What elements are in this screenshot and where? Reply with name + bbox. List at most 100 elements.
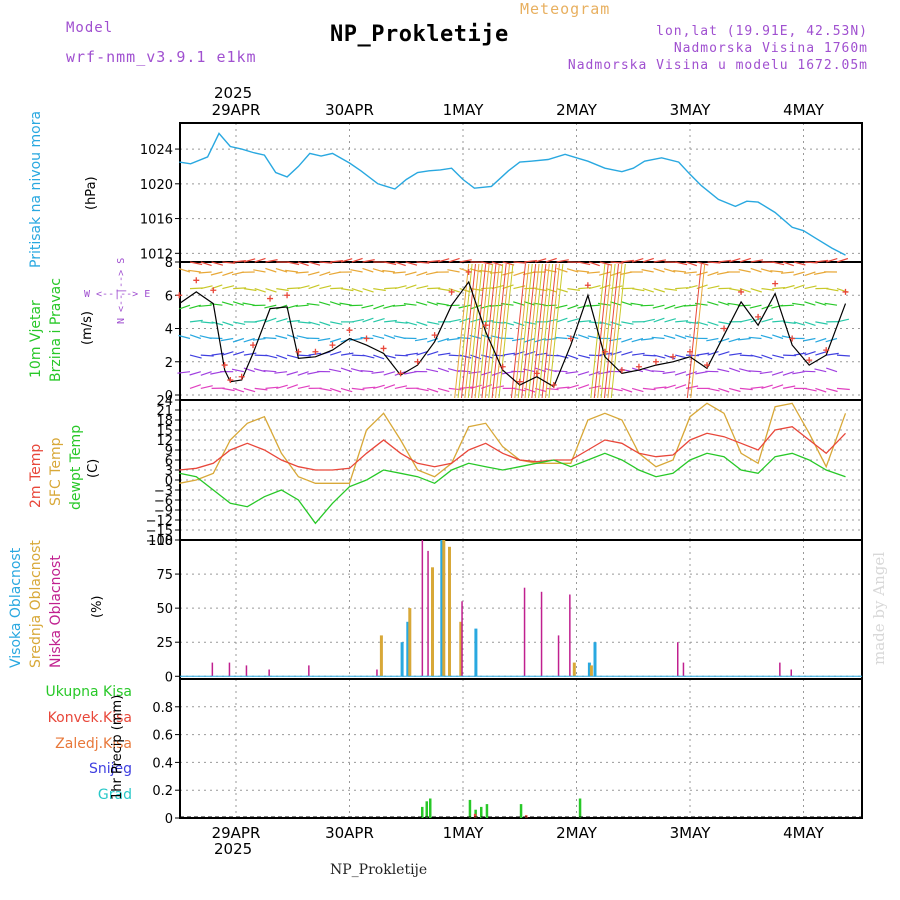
- cloud-bar: [779, 662, 781, 677]
- wind-arrow: [297, 285, 310, 290]
- wind-arrow: [815, 301, 827, 306]
- wind-gust-marker: [312, 348, 319, 355]
- wind-arrow: [804, 351, 816, 356]
- wind-gust-marker: [567, 335, 574, 342]
- wind-arrow: [392, 304, 406, 307]
- wind-arrow: [362, 317, 374, 323]
- cloud-bar: [406, 621, 410, 677]
- wind-arrow: [534, 288, 548, 292]
- wind-arrow: [340, 387, 353, 393]
- cloud-bar: [268, 669, 270, 677]
- cloud-bar: [677, 642, 679, 677]
- wind-gust-marker: [431, 332, 438, 339]
- wind-arrow: [556, 259, 569, 263]
- date-label-top: 4MAY: [783, 101, 825, 119]
- wind-arrow: [426, 301, 439, 306]
- wind-arrow: [437, 337, 449, 343]
- wind-arrow: [836, 387, 850, 391]
- panel-temperature: [175, 399, 863, 541]
- cloud-bar: [682, 662, 685, 677]
- wind-arrow: [275, 268, 288, 273]
- wind-arrow: [373, 354, 385, 360]
- wind-arrow: [404, 271, 417, 276]
- y-tick-label: −15: [146, 524, 173, 539]
- wind-arrow: [491, 261, 503, 267]
- wind-arrow: [275, 334, 288, 340]
- wind-arrow: [707, 271, 719, 277]
- wind-arrow: [707, 285, 720, 290]
- wind-arrow: [427, 351, 439, 356]
- wind-arrow: [578, 384, 590, 389]
- dewpt-temp-line: [179, 452, 846, 525]
- wind-arrow: [761, 288, 775, 291]
- wind-arrow: [545, 318, 558, 323]
- wind-arrow: [222, 271, 234, 277]
- wind-arrow: [513, 271, 525, 277]
- wind-arrow: [804, 387, 817, 392]
- wind-arrow: [233, 387, 245, 393]
- wind-arrow: [780, 304, 794, 307]
- wind-arrow: [803, 337, 816, 342]
- wind-arrow: [718, 301, 730, 306]
- wind-arrow: [523, 301, 536, 306]
- wind-arrow: [610, 261, 624, 264]
- wind-arrow: [329, 337, 342, 343]
- wind-arrow: [707, 301, 719, 306]
- panel-cloud: [175, 539, 863, 680]
- wind-arrow: [793, 321, 806, 326]
- wind-arrow: [308, 321, 321, 326]
- y-tick-label: 0.6: [152, 729, 173, 744]
- wind-arrow: [533, 302, 546, 306]
- wind-arrow: [567, 384, 579, 389]
- wind-arrow: [243, 352, 257, 356]
- wind-arrow: [459, 317, 471, 323]
- precip-bar: [480, 806, 483, 818]
- wind-arrow: [437, 387, 450, 393]
- wind-arrow: [481, 261, 494, 266]
- wind-arrow: [792, 302, 805, 306]
- wind-arrow: [750, 259, 764, 263]
- precip-bar: [429, 798, 432, 818]
- wind-arrow: [556, 317, 568, 323]
- y-tick-label: 12: [156, 434, 173, 449]
- date-label-top: 29APR: [212, 101, 261, 119]
- wind-gust-marker: [823, 347, 830, 354]
- wind-arrow: [416, 351, 428, 356]
- wind-arrow: [664, 288, 678, 291]
- wind-arrow: [566, 334, 579, 340]
- wind-arrow: [339, 302, 352, 306]
- wind-gust-marker: [380, 345, 387, 352]
- wind-gust-marker: [842, 288, 849, 295]
- model-label: Model: [66, 20, 114, 36]
- wind-arrow: [782, 385, 796, 389]
- wind-arrow: [416, 261, 430, 264]
- wind-arrow: [718, 387, 730, 393]
- wind-gust-marker: [618, 367, 625, 374]
- wind-gust-marker: [221, 362, 228, 369]
- wind-arrow: [760, 268, 773, 273]
- wind-arrow: [233, 351, 245, 356]
- wind-arrow: [330, 260, 343, 263]
- wind-arrow: [739, 318, 752, 323]
- wind-gust-marker: [806, 357, 813, 364]
- wind-arrow: [578, 287, 592, 290]
- wind-arrow: [543, 337, 557, 341]
- y-tick-label: 8: [165, 256, 173, 271]
- wind-arrow: [739, 387, 753, 391]
- model-name: wrf-nmm_v3.9.1 e1km: [66, 48, 257, 66]
- cloud-bar: [245, 665, 248, 677]
- wind-arrow: [502, 352, 516, 356]
- wind-arrow: [804, 285, 817, 290]
- precip-bar: [519, 804, 523, 818]
- wind-arrow: [781, 271, 794, 274]
- wind-arrow-vertical: [534, 263, 550, 399]
- wind-gust-marker: [669, 353, 676, 360]
- wind-arrow: [220, 337, 234, 342]
- sfc-temp-line: [179, 402, 847, 484]
- wind-arrow: [534, 387, 547, 393]
- wind-arrow-vertical: [467, 263, 483, 399]
- wind-arrow: [198, 271, 212, 274]
- wind-arrow: [609, 337, 622, 342]
- wind-arrow: [200, 354, 214, 357]
- wind-arrow: [718, 321, 731, 325]
